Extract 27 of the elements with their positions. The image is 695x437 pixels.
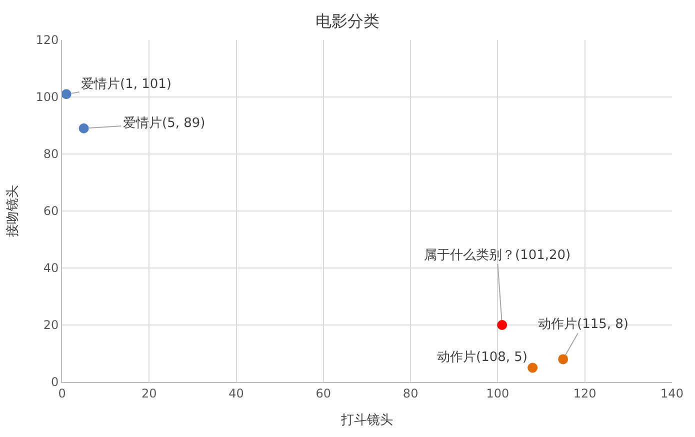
x-tick-label: 140 — [660, 386, 684, 400]
y-tick-label: 120 — [36, 33, 59, 48]
y-tick-label: 60 — [43, 204, 59, 218]
x-tick-label: 100 — [486, 386, 510, 400]
x-tick-label: 80 — [402, 386, 418, 400]
x-tick-label: 40 — [228, 386, 244, 400]
y-tick-label: 20 — [43, 318, 59, 332]
point — [497, 320, 508, 330]
y-tick-label: 40 — [43, 261, 59, 276]
annotation: 属于什么类别？(101,20) — [424, 248, 571, 263]
x-axis-title: 打斗镜头 — [340, 413, 393, 428]
x-tick-label: 60 — [316, 386, 332, 400]
y-tick-label: 80 — [43, 147, 59, 162]
y-tick-label: 100 — [36, 90, 59, 104]
chart-title: 电影分类 — [316, 11, 380, 30]
annotation: 爱情片(1, 101) — [81, 77, 172, 92]
point — [78, 123, 89, 134]
y-axis-title: 接吻镜头 — [6, 185, 21, 237]
annotation: 动作片(115, 8) — [538, 317, 628, 332]
point — [62, 89, 72, 100]
x-tick-label: 20 — [142, 386, 157, 400]
annotation: 动作片(108, 5) — [437, 350, 528, 365]
y-tick-label: 0 — [50, 375, 59, 390]
x-tick-label: 120 — [573, 386, 596, 400]
point — [558, 354, 568, 364]
point — [528, 362, 538, 373]
annotation: 爱情片(5, 89) — [123, 116, 206, 131]
